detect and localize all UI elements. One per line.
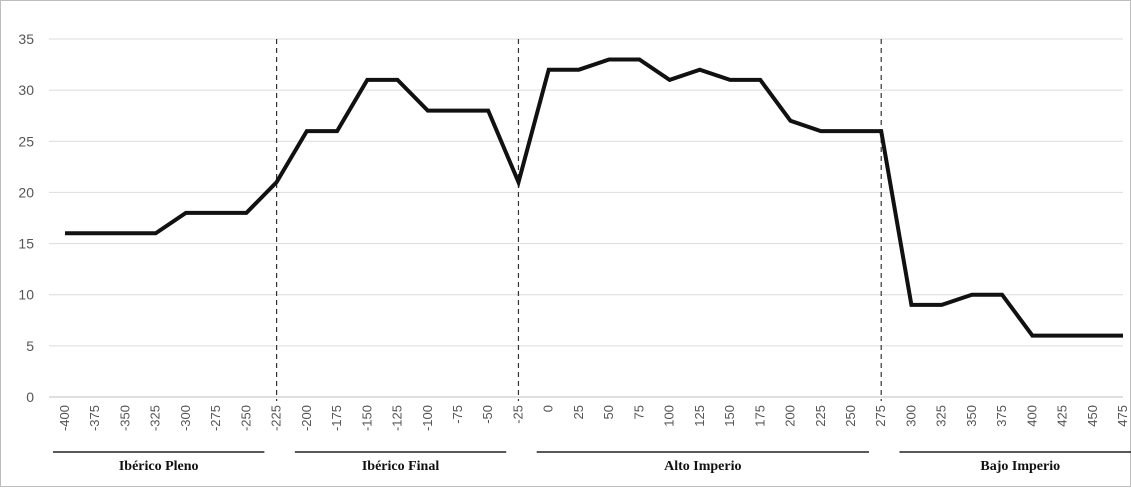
period-label: Ibérico Pleno	[119, 459, 199, 474]
x-tick-label: -175	[329, 405, 344, 431]
x-tick-label: -275	[208, 405, 223, 431]
x-tick-label: 150	[722, 405, 737, 427]
x-tick-label: -375	[87, 405, 102, 431]
x-tick-label: -100	[420, 405, 435, 431]
y-tick-label: 25	[18, 133, 34, 149]
x-tick-label: 450	[1085, 405, 1100, 427]
x-tick-label: -250	[238, 405, 253, 431]
y-tick-label: 10	[18, 287, 34, 303]
x-tick-label: 25	[571, 405, 586, 419]
x-tick-label: 175	[752, 405, 767, 427]
y-tick-label: 0	[26, 389, 34, 405]
period-label: Ibérico Final	[362, 459, 439, 474]
period-dividers	[277, 39, 882, 401]
x-tick-label: 100	[662, 405, 677, 427]
x-tick-label: -300	[178, 405, 193, 431]
y-tick-label: 5	[26, 338, 34, 354]
x-tick-label: 200	[783, 405, 798, 427]
x-tick-label: 350	[964, 405, 979, 427]
x-tick-label: 225	[813, 405, 828, 427]
x-tick-label: 0	[541, 405, 556, 412]
x-tick-label: -350	[117, 405, 132, 431]
x-tick-label: 125	[692, 405, 707, 427]
x-tick-label: 475	[1115, 405, 1130, 427]
x-tick-label: 425	[1055, 405, 1070, 427]
x-tick-label: -225	[269, 405, 284, 431]
series-line	[65, 60, 1123, 336]
x-tick-label: -200	[299, 405, 314, 431]
x-axis-ticks: -400-375-350-325-300-275-250-225-200-175…	[57, 405, 1130, 431]
grid-lines	[49, 39, 1123, 397]
x-tick-label: -75	[450, 405, 465, 424]
x-tick-label: 250	[843, 405, 858, 427]
period-labels: Ibérico Pleno Ibérico Final Alto Imperio Ba…	[53, 452, 1131, 474]
y-tick-label: 15	[18, 236, 34, 252]
period-label: Bajo Imperio	[980, 459, 1060, 474]
x-tick-label: 325	[934, 405, 949, 427]
x-tick-label: 400	[1024, 405, 1039, 427]
x-tick-label: 300	[903, 405, 918, 427]
x-tick-label: 275	[873, 405, 888, 427]
x-tick-label: -50	[480, 405, 495, 424]
y-tick-label: 30	[18, 82, 34, 98]
x-tick-label: -25	[510, 405, 525, 424]
x-tick-label: -150	[359, 405, 374, 431]
period-label: Alto Imperio	[664, 459, 741, 474]
x-tick-label: 75	[631, 405, 646, 419]
x-tick-label: 375	[994, 405, 1009, 427]
y-tick-label: 35	[18, 31, 34, 47]
x-tick-label: 50	[601, 405, 616, 419]
y-tick-label: 20	[18, 184, 34, 200]
x-tick-label: -325	[148, 405, 163, 431]
x-tick-label: -125	[390, 405, 405, 431]
x-tick-label: -400	[57, 405, 72, 431]
y-axis-ticks: 0 5 10 15 20 25 30 35	[18, 31, 34, 405]
